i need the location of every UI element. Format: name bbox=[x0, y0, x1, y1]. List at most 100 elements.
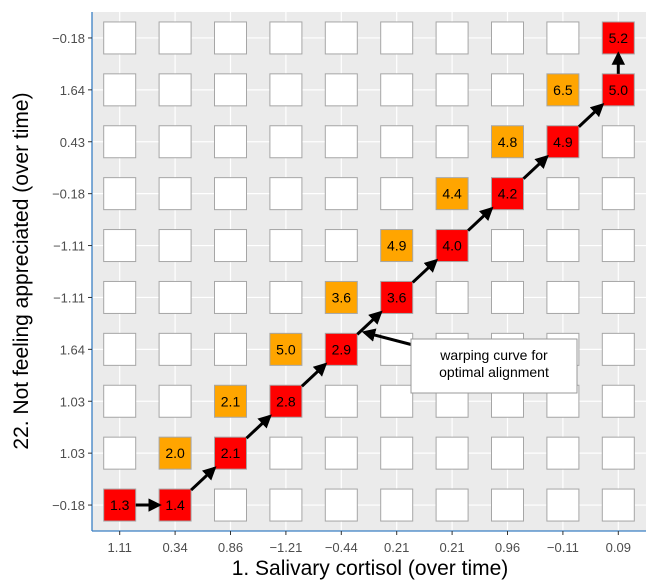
empty-cell bbox=[158, 332, 192, 366]
neighbor-cell bbox=[324, 280, 358, 314]
x-axis-ticks: 1.11 0.34 0.86 −1.21 −0.44 0.21 0.21 0.96 −0.11 0… bbox=[108, 531, 631, 555]
y-tick-label: −1.11 bbox=[53, 239, 85, 254]
y-tick-label: 1.03 bbox=[60, 394, 85, 409]
warping-path-arrow bbox=[467, 206, 494, 232]
warping-path-arrow bbox=[577, 102, 605, 128]
cell-value-label: 4.4 bbox=[442, 186, 462, 202]
empty-cell bbox=[158, 125, 192, 159]
empty-cell bbox=[214, 229, 247, 263]
empty-cell bbox=[601, 177, 635, 211]
x-tick-label: 0.21 bbox=[439, 540, 464, 555]
empty-cell bbox=[491, 73, 524, 107]
warping-path-cell bbox=[546, 125, 580, 159]
empty-cell bbox=[324, 125, 358, 159]
cell-value-label: 4.2 bbox=[498, 186, 518, 202]
empty-cell bbox=[103, 436, 137, 470]
empty-cell bbox=[324, 229, 358, 263]
cell-value-label: 2.1 bbox=[221, 393, 241, 409]
empty-cell bbox=[435, 21, 469, 55]
x-tick-label: −0.11 bbox=[547, 540, 579, 555]
empty-cell bbox=[214, 21, 247, 55]
annotation-box bbox=[410, 338, 578, 394]
cell-value-label: 6.5 bbox=[553, 82, 573, 98]
x-tick-label: −1.21 bbox=[269, 540, 302, 555]
empty-cell bbox=[491, 436, 524, 470]
empty-cell bbox=[380, 384, 414, 418]
warping-path-arrow bbox=[190, 466, 217, 492]
empty-cell bbox=[491, 229, 524, 263]
empty-cell bbox=[158, 21, 192, 55]
empty-cell bbox=[546, 177, 580, 211]
cell-value-label: 1.4 bbox=[165, 497, 185, 513]
empty-cell bbox=[158, 280, 192, 314]
y-tick-label: 1.64 bbox=[60, 342, 85, 357]
cost-matrix-cells bbox=[103, 21, 635, 522]
cell-value-label: 5.0 bbox=[276, 341, 296, 357]
empty-cell bbox=[435, 125, 469, 159]
x-tick-label: −0.44 bbox=[325, 540, 358, 555]
empty-cell bbox=[269, 280, 303, 314]
cell-value-labels: 1.3 1.4 2.0 2.1 2.1 2.8 5.0 2.9 3.6 3.6 4.9 4.0 4.4 4… bbox=[110, 30, 628, 513]
neighbor-cell bbox=[214, 384, 247, 418]
empty-cell bbox=[380, 73, 414, 107]
empty-cell bbox=[214, 332, 247, 366]
empty-cell bbox=[601, 125, 635, 159]
y-tick-label: 1.03 bbox=[60, 446, 85, 461]
empty-cell bbox=[601, 436, 635, 470]
empty-cell bbox=[324, 436, 358, 470]
empty-cell bbox=[546, 21, 580, 55]
y-tick-label: −0.18 bbox=[52, 187, 85, 202]
neighbor-cell bbox=[269, 332, 303, 366]
cell-value-label: 2.9 bbox=[332, 341, 352, 357]
y-tick-label: −0.18 bbox=[52, 498, 85, 513]
empty-cell bbox=[491, 280, 524, 314]
empty-cell bbox=[103, 229, 137, 263]
empty-cell bbox=[546, 436, 580, 470]
empty-cell bbox=[158, 177, 192, 211]
empty-cell bbox=[269, 73, 303, 107]
y-tick-label: 1.64 bbox=[60, 83, 85, 98]
empty-cell bbox=[546, 488, 580, 522]
warping-path-arrow bbox=[300, 362, 328, 388]
warping-path-cell bbox=[601, 21, 635, 55]
empty-cell bbox=[435, 488, 469, 522]
empty-cell bbox=[435, 436, 469, 470]
x-tick-label: 0.96 bbox=[495, 540, 520, 555]
cell-value-label: 4.9 bbox=[553, 134, 573, 150]
cell-value-label: 2.0 bbox=[165, 445, 185, 461]
empty-cell bbox=[214, 177, 247, 211]
empty-cell bbox=[269, 436, 303, 470]
empty-cell bbox=[601, 229, 635, 263]
empty-cell bbox=[380, 436, 414, 470]
annotation-text-line: optimal alignment bbox=[439, 364, 549, 380]
empty-cell bbox=[380, 21, 414, 55]
empty-cell bbox=[491, 488, 524, 522]
empty-cell bbox=[435, 73, 469, 107]
empty-cell bbox=[103, 21, 137, 55]
warping-path-arrow bbox=[522, 154, 549, 180]
x-tick-label: 0.21 bbox=[384, 540, 409, 555]
empty-cell bbox=[269, 21, 303, 55]
warping-path-arrows bbox=[135, 51, 626, 512]
cell-value-label: 1.3 bbox=[110, 497, 130, 513]
empty-cell bbox=[269, 488, 303, 522]
cell-value-label: 3.6 bbox=[332, 289, 352, 305]
empty-cell bbox=[380, 177, 414, 211]
empty-cell bbox=[324, 488, 358, 522]
empty-cell bbox=[601, 488, 635, 522]
empty-cell bbox=[103, 177, 137, 211]
annotation-arrow bbox=[361, 328, 414, 347]
warping-path-cell bbox=[158, 488, 192, 522]
warping-path-cell bbox=[435, 229, 469, 263]
empty-cell bbox=[103, 384, 137, 418]
empty-cell bbox=[269, 229, 303, 263]
empty-cell bbox=[324, 73, 358, 107]
empty-cell bbox=[269, 125, 303, 159]
empty-cell bbox=[214, 280, 247, 314]
neighbor-cell bbox=[546, 73, 580, 107]
empty-cell bbox=[103, 73, 137, 107]
empty-cell bbox=[269, 177, 303, 211]
empty-cell bbox=[380, 125, 414, 159]
